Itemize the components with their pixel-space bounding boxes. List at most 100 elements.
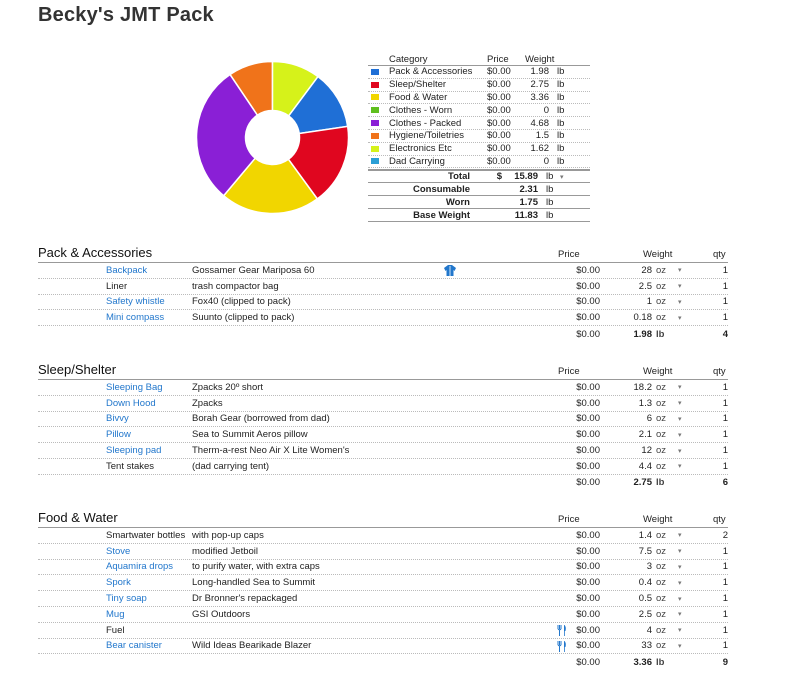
item-weight-unit[interactable]: oz [656, 545, 667, 557]
item-qty[interactable]: 1 [722, 445, 728, 457]
item-weight[interactable]: 6 [646, 413, 652, 425]
item-name[interactable]: Backpack [106, 264, 148, 276]
item-name[interactable]: Safety whistle [106, 296, 165, 308]
item-name[interactable]: Bivvy [106, 413, 129, 425]
item-qty[interactable]: 1 [722, 381, 728, 393]
unit-dropdown-icon[interactable]: ▾ [678, 642, 682, 650]
unit-dropdown-icon[interactable]: ▾ [560, 173, 564, 181]
item-weight[interactable]: 0.4 [638, 577, 652, 589]
item-name[interactable]: Sleeping pad [106, 445, 162, 457]
item-name[interactable]: Tiny soap [106, 593, 147, 605]
item-weight[interactable]: 1 [646, 296, 652, 308]
item-weight[interactable]: 0.5 [638, 593, 652, 605]
item-weight-unit[interactable]: oz [656, 593, 667, 605]
item-description: Dr Bronner's repackaged [192, 593, 298, 605]
item-qty[interactable]: 1 [722, 577, 728, 589]
consumable-fork-knife-icon[interactable] [557, 624, 567, 639]
item-weight-unit[interactable]: oz [656, 640, 667, 652]
unit-dropdown-icon[interactable]: ▾ [678, 283, 682, 291]
item-name[interactable]: Down Hood [106, 397, 156, 409]
item-name[interactable]: Aquamira drops [106, 561, 174, 573]
item-name[interactable]: Stove [106, 545, 131, 557]
item-weight[interactable]: 7.5 [638, 545, 652, 557]
section-total-unit: lb [656, 477, 665, 489]
summary-category: Clothes - Packed [389, 117, 462, 129]
unit-dropdown-icon[interactable]: ▾ [678, 611, 682, 619]
unit-dropdown-icon[interactable]: ▾ [678, 431, 682, 439]
item-qty[interactable]: 1 [722, 608, 728, 620]
item-qty[interactable]: 1 [722, 264, 728, 276]
item-name[interactable]: Sleeping Bag [106, 381, 163, 393]
item-qty[interactable]: 1 [722, 545, 728, 557]
unit-dropdown-icon[interactable]: ▾ [678, 447, 682, 455]
unit-dropdown-icon[interactable]: ▾ [678, 384, 682, 392]
item-weight[interactable]: 1.3 [638, 397, 652, 409]
item-weight-unit[interactable]: oz [656, 529, 667, 541]
unit-dropdown-icon[interactable]: ▾ [678, 595, 682, 603]
item-weight[interactable]: 2.5 [638, 608, 652, 620]
item-weight[interactable]: 3 [646, 561, 652, 573]
item-weight[interactable]: 0.18 [633, 312, 653, 324]
item-weight-unit[interactable]: oz [656, 264, 667, 276]
item-weight-unit[interactable]: oz [656, 429, 667, 441]
item-weight-unit[interactable]: oz [656, 577, 667, 589]
item-weight-unit[interactable]: oz [656, 280, 667, 292]
item-qty[interactable]: 1 [722, 312, 728, 324]
item-name[interactable]: Spork [106, 577, 131, 589]
item-weight-unit[interactable]: oz [656, 296, 667, 308]
item-qty[interactable]: 1 [722, 429, 728, 441]
summary-weight: 1.5 [535, 130, 549, 142]
item-qty[interactable]: 1 [722, 624, 728, 636]
item-name[interactable]: Mug [106, 608, 125, 620]
summary-row: Hygiene/Toiletries $0.00 1.5 lb [368, 130, 590, 143]
item-name[interactable]: Mini compass [106, 312, 165, 324]
item-weight[interactable]: 4 [646, 624, 652, 636]
unit-dropdown-icon[interactable]: ▾ [678, 415, 682, 423]
item-weight[interactable]: 2.5 [638, 280, 652, 292]
item-weight-unit[interactable]: oz [656, 312, 667, 324]
unit-dropdown-icon[interactable]: ▾ [678, 267, 682, 275]
consumable-fork-knife-icon[interactable] [557, 640, 567, 655]
column-header-price: Price [558, 249, 580, 260]
item-qty[interactable]: 2 [722, 529, 728, 541]
item-weight[interactable]: 28 [641, 264, 652, 276]
item-weight[interactable]: 12 [641, 445, 652, 457]
item-qty[interactable]: 1 [722, 460, 728, 472]
item-weight-unit[interactable]: oz [656, 608, 667, 620]
item-qty[interactable]: 1 [722, 413, 728, 425]
item-weight-unit[interactable]: oz [656, 381, 667, 393]
item-qty[interactable]: 1 [722, 397, 728, 409]
item-weight-unit[interactable]: oz [656, 460, 667, 472]
item-weight[interactable]: 4.4 [638, 460, 652, 472]
worn-jacket-icon[interactable] [444, 265, 456, 279]
item-weight-unit[interactable]: oz [656, 413, 667, 425]
item-weight-unit[interactable]: oz [656, 397, 667, 409]
item-qty[interactable]: 1 [722, 640, 728, 652]
item-name[interactable]: Bear canister [106, 640, 162, 652]
item-name[interactable]: Pillow [106, 429, 131, 441]
item-weight[interactable]: 1.4 [638, 529, 652, 541]
gear-item-row: Spork Long-handled Sea to Summit $0.00 0.4 o… [38, 575, 728, 592]
item-qty[interactable]: 1 [722, 280, 728, 292]
unit-dropdown-icon[interactable]: ▾ [678, 314, 682, 322]
item-qty[interactable]: 1 [722, 593, 728, 605]
unit-dropdown-icon[interactable]: ▾ [678, 532, 682, 540]
item-weight[interactable]: 2.1 [638, 429, 652, 441]
summary-table: Category Price Weight Pack & Accessories… [368, 53, 590, 223]
unit-dropdown-icon[interactable]: ▾ [678, 463, 682, 471]
item-weight[interactable]: 33 [641, 640, 652, 652]
unit-dropdown-icon[interactable]: ▾ [678, 400, 682, 408]
item-weight-unit[interactable]: oz [656, 624, 667, 636]
item-weight-unit[interactable]: oz [656, 445, 667, 457]
item-weight[interactable]: 18.2 [633, 381, 653, 393]
item-weight-unit[interactable]: oz [656, 561, 667, 573]
unit-dropdown-icon[interactable]: ▾ [678, 298, 682, 306]
item-qty[interactable]: 1 [722, 561, 728, 573]
unit-dropdown-icon[interactable]: ▾ [678, 579, 682, 587]
gear-item-row: Backpack Gossamer Gear Mariposa 60 $0.00 28… [38, 263, 728, 279]
unit-dropdown-icon[interactable]: ▾ [678, 548, 682, 556]
summary-weight: 4.68 [530, 117, 550, 129]
unit-dropdown-icon[interactable]: ▾ [678, 563, 682, 571]
unit-dropdown-icon[interactable]: ▾ [678, 627, 682, 635]
item-qty[interactable]: 1 [722, 296, 728, 308]
